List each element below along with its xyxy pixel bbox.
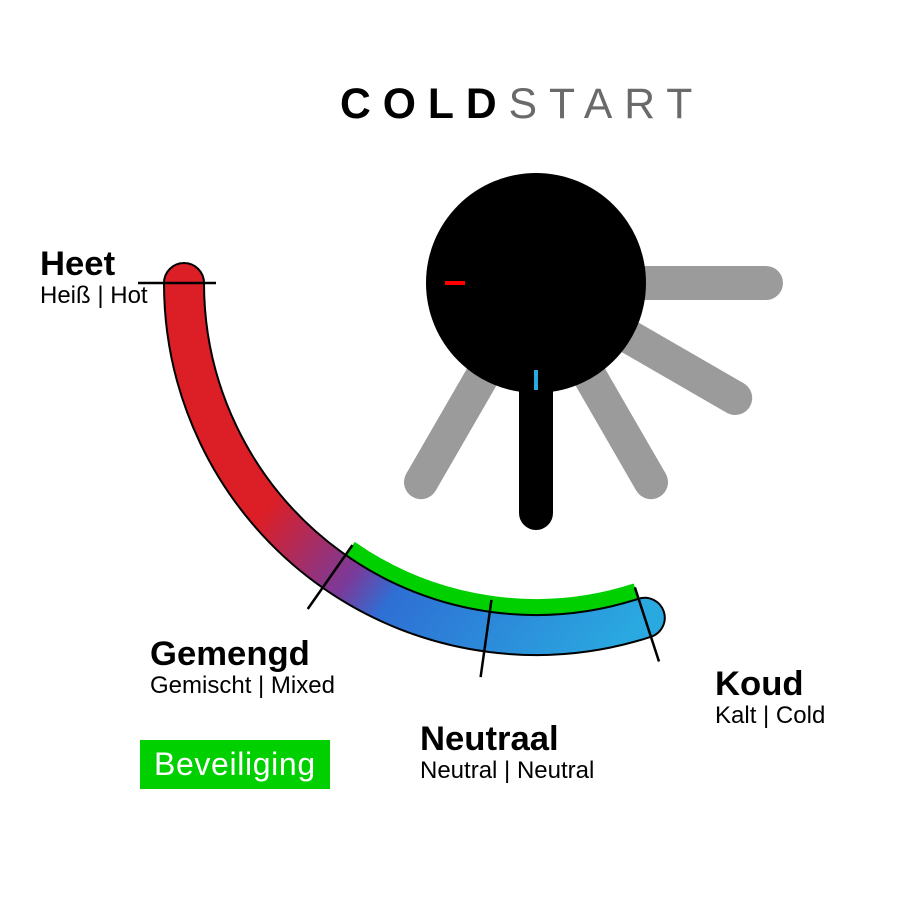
title: COLDSTART [340, 80, 704, 129]
label-mixed-main: Gemengd [150, 635, 335, 673]
title-light: START [509, 80, 705, 128]
safety-badge-text: Beveiliging [154, 746, 316, 782]
label-neutral-main: Neutraal [420, 720, 594, 758]
diagram-stage: COLDSTART Heet Heiß | Hot Gemengd Gemisc… [0, 0, 900, 900]
label-neutral-sub: Neutral | Neutral [420, 758, 594, 784]
label-hot-sub: Heiß | Hot [40, 283, 148, 309]
label-cold-sub: Kalt | Cold [715, 703, 825, 729]
label-mixed-sub: Gemischt | Mixed [150, 673, 335, 699]
label-cold-main: Koud [715, 665, 825, 703]
label-hot: Heet Heiß | Hot [40, 245, 148, 310]
label-neutral: Neutraal Neutral | Neutral [420, 720, 594, 785]
label-cold: Koud Kalt | Cold [715, 665, 825, 730]
title-bold: COLD [340, 80, 509, 128]
label-hot-main: Heet [40, 245, 148, 283]
arc-endcap-hot [164, 263, 204, 283]
label-mixed: Gemengd Gemischt | Mixed [150, 635, 335, 700]
safety-badge: Beveiliging [140, 740, 330, 789]
